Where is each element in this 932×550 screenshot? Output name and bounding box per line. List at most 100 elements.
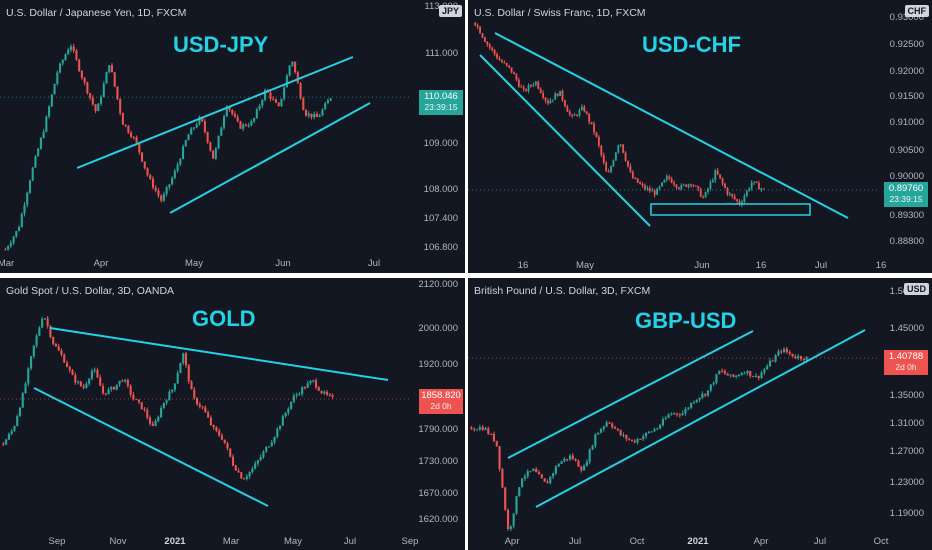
candle-body [546,481,549,484]
y-tick-label: 108.000 [424,184,458,195]
candle-body [735,375,738,377]
candle-body [269,92,272,99]
candle-body [704,393,707,396]
candle-body [667,414,670,418]
candle-body [484,428,487,430]
usdjpy-chart-svg[interactable]: 111.000109.000108.000107.400106.800113.0… [0,0,465,273]
candle-body [124,379,127,382]
chart-panel-usdjpy[interactable]: 111.000109.000108.000107.400106.800113.0… [0,0,465,273]
candle-body [328,394,331,396]
candle-body [255,109,258,119]
chart-panel-usdchf[interactable]: 0.92500 0.92000 0.91500 0.91000 0.90500 0.900… [468,0,932,273]
candle-body [151,423,154,426]
candle-body [496,53,498,59]
candle-body [561,90,564,101]
candle-body [738,201,741,205]
candle-body [46,318,49,327]
y-tick-label: 1.35000 [890,390,924,401]
chart-panel-gbpusd[interactable]: 1.45000 1.35000 1.31000 1.27000 1.23000 1.190… [468,278,932,550]
candle-body [619,430,622,436]
candle-body [116,86,119,100]
candle-body [28,180,32,193]
candle-body [187,365,190,382]
candle-body [597,136,600,146]
candle-body [278,425,282,429]
candle-body [675,413,679,415]
candle-body [214,148,217,159]
candle-body [146,409,149,418]
candle-body [525,89,528,91]
candle-body [192,127,196,129]
candle-body [154,187,157,191]
candle-body [557,463,560,467]
candle-body [309,380,312,384]
candle-body [85,383,88,388]
candle-body [231,109,234,114]
currency-badge[interactable]: CHF [904,5,929,17]
x-tick-label: Apr [94,258,109,269]
candle-body [52,336,55,345]
candle-body [580,106,583,111]
candle-body [80,71,83,78]
candle-body [291,61,294,66]
candle-body [785,348,788,353]
candle-body [583,106,586,112]
panel-title: U.S. Dollar / Japanese Yen, 1D, FXCM [6,7,187,19]
y-tick-label: 1730.000 [418,456,458,467]
pair-label: USD-JPY [173,32,269,57]
candle-body [72,46,75,51]
candle-body [105,72,108,84]
candle-body [171,177,174,185]
candle-body [714,170,717,181]
candle-body [805,356,808,360]
candle-body [607,171,610,173]
candle-body [77,381,80,383]
candle-body [97,103,100,112]
gold-chart-svg[interactable]: 2000.000 1920.000 1790.000 1730.000 1670.000… [0,278,465,550]
candle-body [137,399,141,403]
support-zone-box [650,203,811,216]
candle-body [733,196,736,200]
candle-body [165,187,168,195]
candle-body [498,446,501,469]
candle-body [182,353,185,364]
currency-badge[interactable]: USD [903,283,929,295]
candle-body [588,113,591,122]
candle-body [318,115,321,118]
candle-body [493,49,496,54]
candle-body [577,460,580,467]
candle-body [758,182,760,190]
candle-body [49,326,52,337]
x-tick-label: Sep [402,536,419,547]
candle-body [320,390,323,394]
candle-body [675,184,678,188]
usdchf-chart-svg[interactable]: 0.92500 0.92000 0.91500 0.91000 0.90500 0.900… [468,0,932,273]
candle-body [475,429,479,431]
y-tick-label: 0.91500 [890,91,924,102]
candle-body [681,413,684,416]
candle-body [193,389,196,398]
candle-body [736,199,739,202]
candle-body [262,451,265,457]
candle-body [250,121,253,126]
candle-body [712,382,715,385]
candle-body [206,132,209,143]
candle-body [267,446,271,448]
candle-body [115,384,118,390]
candle-body [110,386,113,390]
candle-body [242,124,245,129]
candle-body [532,468,535,472]
candle-body [501,468,504,488]
candle-body [190,128,193,135]
currency-badge[interactable]: JPY [438,5,462,17]
chart-panel-gold[interactable]: 2000.000 1920.000 1790.000 1730.000 1670.000… [0,278,465,550]
candle-body [253,118,256,122]
candle-body [280,98,283,107]
panel-title: U.S. Dollar / Swiss Franc, 1D, FXCM [474,7,646,19]
candle-body [69,46,73,50]
candle-body [627,160,629,167]
candle-body [568,111,571,115]
candle-body [226,443,229,449]
candle-body [233,113,237,117]
candle-body [54,344,58,347]
